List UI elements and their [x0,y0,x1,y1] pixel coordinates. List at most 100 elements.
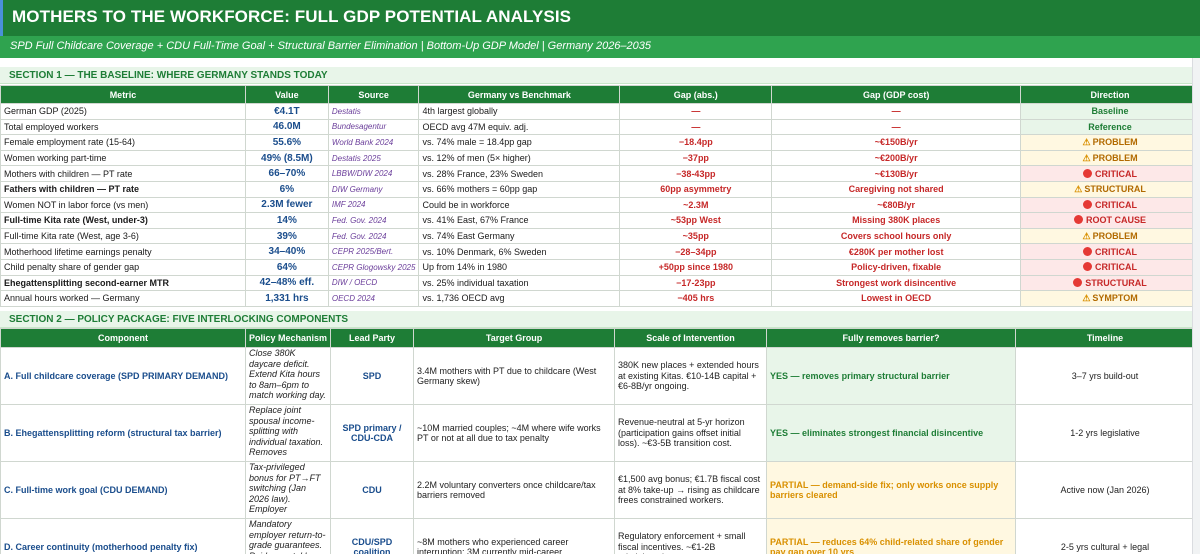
metric-cell[interactable]: Total employed workers [0,118,246,136]
col-removes-barrier[interactable]: Fully removes barrier? [766,328,1017,348]
metric-cell[interactable]: Ehegattensplitting second-earner MTR [0,274,246,292]
component-cell[interactable]: B. Ehegattensplitting reform (structural… [0,404,246,462]
metric-cell[interactable]: Women NOT in labor force (vs men) [0,196,246,214]
value-cell[interactable]: 42–48% eff. [244,274,329,292]
col-direction[interactable]: Direction [1020,85,1200,104]
source-cell[interactable]: Fed. Gov. 2024 [327,212,420,229]
gap-gdp-cell[interactable]: Missing 380K places [771,212,1022,229]
col-timeline[interactable]: Timeline [1015,328,1196,348]
gap-abs-cell[interactable]: −17-23pp [619,274,773,292]
gap-gdp-cell[interactable]: Lowest in OECD [771,290,1022,307]
scale-cell[interactable]: €1,500 avg bonus; €1.7B fiscal cost at 8… [614,461,768,519]
gap-gdp-cell[interactable]: Caregiving not shared [771,180,1022,198]
benchmark-cell[interactable]: vs. 1,736 OECD avg [418,290,621,307]
gap-gdp-cell[interactable]: — [771,103,1022,120]
benchmark-cell[interactable]: Up from 14% in 1980 [418,258,621,276]
direction-cell[interactable]: CRITICAL [1020,258,1200,276]
gap-abs-cell[interactable]: −37pp [619,149,773,167]
gap-abs-cell[interactable]: — [619,103,773,120]
direction-cell[interactable]: CRITICAL [1020,165,1200,182]
value-cell[interactable]: 64% [244,258,329,276]
direction-cell[interactable]: ⚠ PROBLEM [1020,227,1200,245]
mechanism-cell[interactable]: Close 380K daycare deficit. Extend Kita … [244,347,332,405]
gap-gdp-cell[interactable]: ~€130B/yr [771,165,1022,182]
col-metric[interactable]: Metric [0,85,246,104]
gap-gdp-cell[interactable]: Covers school hours only [771,227,1022,245]
value-cell[interactable]: 14% [244,212,329,229]
gap-abs-cell[interactable]: 60pp asymmetry [619,180,773,198]
value-cell[interactable]: 55.6% [244,134,329,151]
gap-abs-cell[interactable]: ~35pp [619,227,773,245]
direction-cell[interactable]: ⚠ STRUCTURAL [1020,180,1200,198]
direction-cell[interactable]: ROOT CAUSE [1020,212,1200,229]
metric-cell[interactable]: Full-time Kita rate (West, under-3) [0,212,246,229]
col-target-group[interactable]: Target Group [413,328,616,348]
direction-cell[interactable]: ⚠ PROBLEM [1020,149,1200,167]
source-cell[interactable]: Destatis 2025 [327,149,420,167]
benchmark-cell[interactable]: vs. 12% of men (5× higher) [418,149,621,167]
gap-gdp-cell[interactable]: Strongest work disincentive [771,274,1022,292]
gap-abs-cell[interactable]: — [619,118,773,136]
direction-cell[interactable]: Baseline [1020,103,1200,120]
removes-barrier-cell[interactable]: YES — eliminates strongest financial dis… [766,404,1017,462]
target-group-cell[interactable]: ~8M mothers who experienced career inter… [413,518,616,554]
metric-cell[interactable]: Annual hours worked — Germany [0,290,246,307]
source-cell[interactable]: Bundesagentur [327,118,420,136]
value-cell[interactable]: 1,331 hrs [244,290,329,307]
direction-cell[interactable]: ⚠ PROBLEM [1020,134,1200,151]
timeline-cell[interactable]: Active now (Jan 2026) [1015,461,1196,519]
col-mechanism[interactable]: Policy Mechanism [244,328,332,348]
value-cell[interactable]: 6% [244,180,329,198]
timeline-cell[interactable]: 2-5 yrs cultural + legal [1015,518,1196,554]
benchmark-cell[interactable]: 4th largest globally [418,103,621,120]
mechanism-cell[interactable]: Replace joint spousal income-splitting w… [244,404,332,462]
gap-abs-cell[interactable]: −18.4pp [619,134,773,151]
scale-cell[interactable]: 380K new places + extended hours at exis… [614,347,768,405]
source-cell[interactable]: CEPR 2025/Bert. [327,243,420,260]
gap-gdp-cell[interactable]: €280K per mother lost [771,243,1022,260]
gap-abs-cell[interactable]: −38-43pp [619,165,773,182]
source-cell[interactable]: CEPR Glogowsky 2025 [327,258,420,276]
metric-cell[interactable]: Fathers with children — PT rate [0,180,246,198]
col-component[interactable]: Component [0,328,246,348]
value-cell[interactable]: 66–70% [244,165,329,182]
source-cell[interactable]: LBBW/DIW 2024 [327,165,420,182]
source-cell[interactable]: DIW / OECD [327,274,420,292]
gap-abs-cell[interactable]: −28–34pp [619,243,773,260]
source-cell[interactable]: Fed. Gov. 2024 [327,227,420,245]
gap-abs-cell[interactable]: −405 hrs [619,290,773,307]
removes-barrier-cell[interactable]: PARTIAL — reduces 64% child-related shar… [766,518,1017,554]
direction-cell[interactable]: ⚠ SYMPTOM [1020,290,1200,307]
metric-cell[interactable]: German GDP (2025) [0,103,246,120]
removes-barrier-cell[interactable]: YES — removes primary structural barrier [766,347,1017,405]
benchmark-cell[interactable]: OECD avg 47M equiv. adj. [418,118,621,136]
value-cell[interactable]: €4.1T [244,103,329,120]
metric-cell[interactable]: Full-time Kita rate (West, age 3-6) [0,227,246,245]
col-lead-party[interactable]: Lead Party [330,328,415,348]
direction-cell[interactable]: CRITICAL [1020,243,1200,260]
component-cell[interactable]: D. Career continuity (motherhood penalty… [0,518,246,554]
value-cell[interactable]: 34–40% [244,243,329,260]
lead-party-cell[interactable]: CDU/SPD coalition [330,518,415,554]
benchmark-cell[interactable]: vs. 28% France, 23% Sweden [418,165,621,182]
timeline-cell[interactable]: 1-2 yrs legislative [1015,404,1196,462]
benchmark-cell[interactable]: vs. 25% individual taxation [418,274,621,292]
benchmark-cell[interactable]: vs. 10% Denmark, 6% Sweden [418,243,621,260]
lead-party-cell[interactable]: SPD [330,347,415,405]
value-cell[interactable]: 46.0M [244,118,329,136]
lead-party-cell[interactable]: SPD primary / CDU-CDA [330,404,415,462]
col-gap-abs[interactable]: Gap (abs.) [619,85,773,104]
source-cell[interactable]: Destatis [327,103,420,120]
gap-abs-cell[interactable]: ~2.3M [619,196,773,214]
gap-abs-cell[interactable]: ~53pp West [619,212,773,229]
benchmark-cell[interactable]: vs. 41% East, 67% France [418,212,621,229]
mechanism-cell[interactable]: Tax-privileged bonus for PT→FT switching… [244,461,332,519]
component-cell[interactable]: C. Full-time work goal (CDU DEMAND) [0,461,246,519]
benchmark-cell[interactable]: vs. 74% male = 18.4pp gap [418,134,621,151]
gap-gdp-cell[interactable]: ~€150B/yr [771,134,1022,151]
component-cell[interactable]: A. Full childcare coverage (SPD PRIMARY … [0,347,246,405]
target-group-cell[interactable]: 3.4M mothers with PT due to childcare (W… [413,347,616,405]
source-cell[interactable]: DIW Germany [327,180,420,198]
target-group-cell[interactable]: ~10M married couples; ~4M where wife wor… [413,404,616,462]
metric-cell[interactable]: Female employment rate (15-64) [0,134,246,151]
